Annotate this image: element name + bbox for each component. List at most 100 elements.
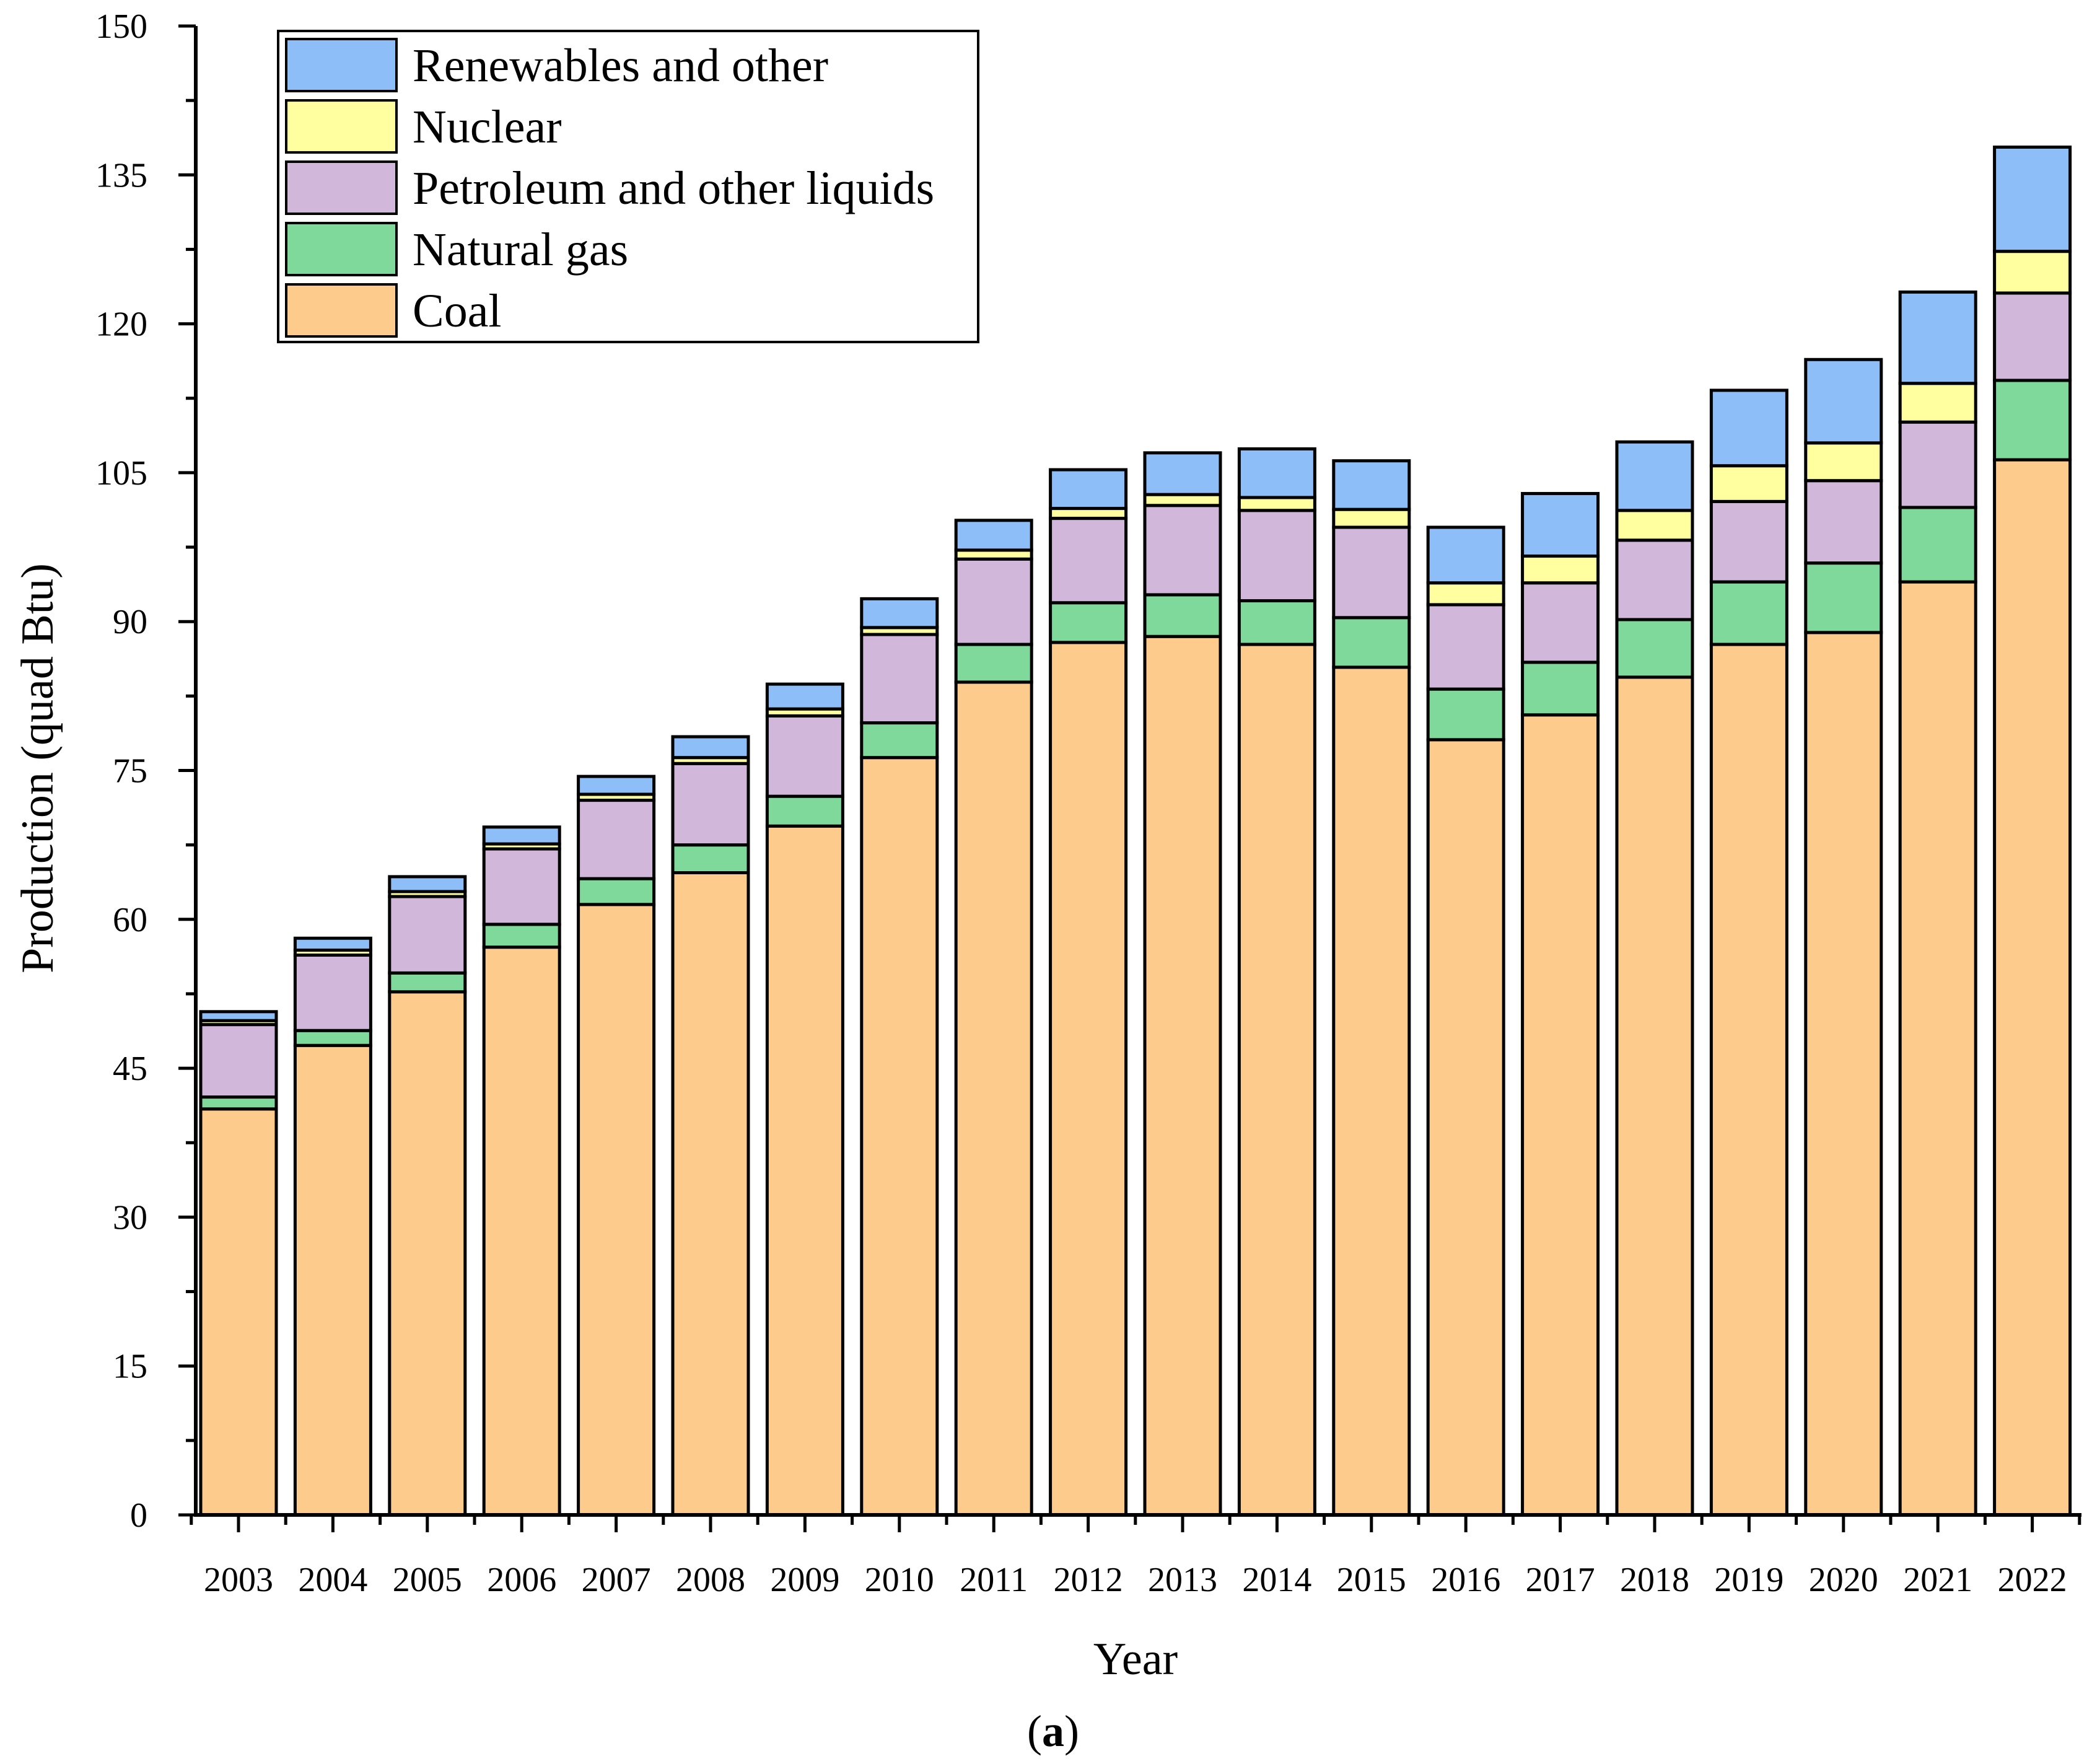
bar-segment-nuclear bbox=[1143, 493, 1222, 507]
bar-segment-natural-gas bbox=[1426, 687, 1505, 742]
legend-label: Renewables and other bbox=[413, 40, 828, 92]
bar-segment-coal bbox=[199, 1107, 278, 1517]
y-tick-label: 105 bbox=[95, 454, 147, 493]
bar-segment-petroleum-and-other-liquids bbox=[1898, 420, 1977, 509]
bar-segment-natural-gas bbox=[1993, 379, 2072, 462]
bar-segment-coal bbox=[1237, 643, 1316, 1517]
x-tick-label: 2018 bbox=[1620, 1561, 1689, 1599]
bar-segment-nuclear bbox=[1332, 507, 1411, 529]
bar-segment-renewables-and-other bbox=[1898, 290, 1977, 385]
bar-segment-coal bbox=[1993, 458, 2072, 1517]
y-tick-label: 120 bbox=[95, 305, 147, 344]
y-ticks: 0 15 30 45 60 75 90 105 120 135 150 bbox=[95, 7, 196, 1535]
bars-layer bbox=[199, 145, 2072, 1517]
bar-segment-petroleum-and-other-liquids bbox=[860, 633, 939, 725]
x-tick-label: 2014 bbox=[1242, 1561, 1311, 1599]
bar-segment-natural-gas bbox=[1615, 618, 1694, 679]
bar-segment-petroleum-and-other-liquids bbox=[1332, 525, 1411, 620]
bar-segment-coal bbox=[1049, 641, 1128, 1517]
bar-segment-petroleum-and-other-liquids bbox=[1804, 479, 1883, 565]
bar-segment-nuclear bbox=[1237, 496, 1316, 512]
bar-segment-renewables-and-other bbox=[1143, 451, 1222, 496]
caption-letter: a bbox=[1042, 1706, 1064, 1756]
bar-segment-natural-gas bbox=[1521, 660, 1600, 717]
bar-segment-coal bbox=[1143, 634, 1222, 1517]
legend-label: Natural gas bbox=[413, 224, 628, 276]
bar-segment-renewables-and-other bbox=[293, 936, 372, 952]
bar-segment-renewables-and-other bbox=[671, 735, 750, 760]
y-tick-label: 0 bbox=[130, 1496, 147, 1535]
caption-close-paren: ) bbox=[1064, 1706, 1079, 1756]
x-ticks: 2003 2004 2005 2006 2007 2008 2009 2010 2011 2012… bbox=[190, 1515, 2081, 1599]
bar-segment-natural-gas bbox=[388, 971, 467, 994]
x-tick-label: 2005 bbox=[393, 1561, 462, 1599]
bar-segment-coal bbox=[482, 946, 561, 1517]
x-tick-label: 2012 bbox=[1054, 1561, 1123, 1599]
bar-segment-coal bbox=[1804, 631, 1883, 1517]
bar-segment-petroleum-and-other-liquids bbox=[388, 895, 467, 975]
x-tick-label: 2016 bbox=[1431, 1561, 1500, 1599]
bar-segment-renewables-and-other bbox=[1521, 492, 1600, 558]
bar-segment-renewables-and-other bbox=[388, 875, 467, 893]
bar-segment-coal bbox=[1426, 738, 1505, 1517]
x-tick-label: 2009 bbox=[770, 1561, 839, 1599]
bar-segment-natural-gas bbox=[199, 1095, 278, 1111]
bar-segment-petroleum-and-other-liquids bbox=[1426, 603, 1505, 691]
bar-segment-natural-gas bbox=[1143, 593, 1222, 638]
bar-segment-coal bbox=[1521, 713, 1600, 1517]
x-tick-label: 2013 bbox=[1148, 1561, 1217, 1599]
bar-segment-natural-gas bbox=[860, 721, 939, 760]
bar-segment-petroleum-and-other-liquids bbox=[577, 799, 656, 880]
x-tick-label: 2019 bbox=[1714, 1561, 1783, 1599]
bar-segment-renewables-and-other bbox=[1615, 440, 1694, 512]
bar-segment-coal bbox=[577, 903, 656, 1517]
y-tick-label: 150 bbox=[95, 7, 147, 46]
bar-segment-coal bbox=[1898, 580, 1977, 1517]
y-tick-label: 60 bbox=[113, 901, 147, 939]
bar-segment-coal bbox=[954, 680, 1033, 1517]
bar-segment-renewables-and-other bbox=[860, 597, 939, 630]
bar-segment-petroleum-and-other-liquids bbox=[1049, 517, 1128, 605]
bar-segment-natural-gas bbox=[954, 643, 1033, 684]
figure-caption: (a) bbox=[1027, 1706, 1079, 1756]
bar-segment-coal bbox=[860, 756, 939, 1517]
bar-segment-coal bbox=[1709, 643, 1788, 1517]
bar-segment-natural-gas bbox=[482, 923, 561, 949]
bar-segment-natural-gas bbox=[577, 877, 656, 906]
bar-segment-coal bbox=[671, 871, 750, 1517]
legend-swatch bbox=[285, 222, 398, 276]
bar-segment-nuclear bbox=[1898, 382, 1977, 424]
legend-items: Renewables and other Nuclear Petroleum and… bbox=[285, 38, 934, 338]
bar-segment-renewables-and-other bbox=[199, 1010, 278, 1022]
bar-segment-renewables-and-other bbox=[1332, 459, 1411, 511]
legend-swatch bbox=[285, 38, 398, 92]
x-tick-label: 2011 bbox=[960, 1561, 1028, 1599]
bar-segment-coal bbox=[765, 824, 844, 1517]
legend-label: Nuclear bbox=[413, 101, 562, 153]
bar-segment-natural-gas bbox=[671, 843, 750, 875]
bar-segment-natural-gas bbox=[1332, 616, 1411, 669]
y-tick-label: 90 bbox=[113, 603, 147, 641]
bar-segment-coal bbox=[293, 1043, 372, 1517]
bar-segment-petroleum-and-other-liquids bbox=[671, 761, 750, 847]
bar-segment-renewables-and-other bbox=[1804, 358, 1883, 445]
x-tick-label: 2015 bbox=[1337, 1561, 1406, 1599]
legend-swatch bbox=[285, 283, 398, 338]
bar-segment-renewables-and-other bbox=[1049, 468, 1128, 511]
bar-segment-petroleum-and-other-liquids bbox=[1615, 538, 1694, 621]
bar-segment-renewables-and-other bbox=[1237, 447, 1316, 499]
bar-segment-natural-gas bbox=[1049, 601, 1128, 644]
bar-segment-natural-gas bbox=[1898, 506, 1977, 584]
bar-segment-petroleum-and-other-liquids bbox=[482, 847, 561, 926]
bar-segment-nuclear bbox=[1426, 581, 1505, 607]
y-tick-label: 30 bbox=[113, 1198, 147, 1237]
bar-segment-petroleum-and-other-liquids bbox=[1521, 581, 1600, 664]
bar-segment-petroleum-and-other-liquids bbox=[1237, 509, 1316, 603]
bar-segment-petroleum-and-other-liquids bbox=[1993, 291, 2072, 382]
x-tick-label: 2020 bbox=[1809, 1561, 1878, 1599]
y-tick-label: 45 bbox=[113, 1050, 147, 1088]
bar-segment-renewables-and-other bbox=[1993, 145, 2072, 253]
x-tick-label: 2008 bbox=[676, 1561, 745, 1599]
bar-segment-natural-gas bbox=[765, 794, 844, 828]
